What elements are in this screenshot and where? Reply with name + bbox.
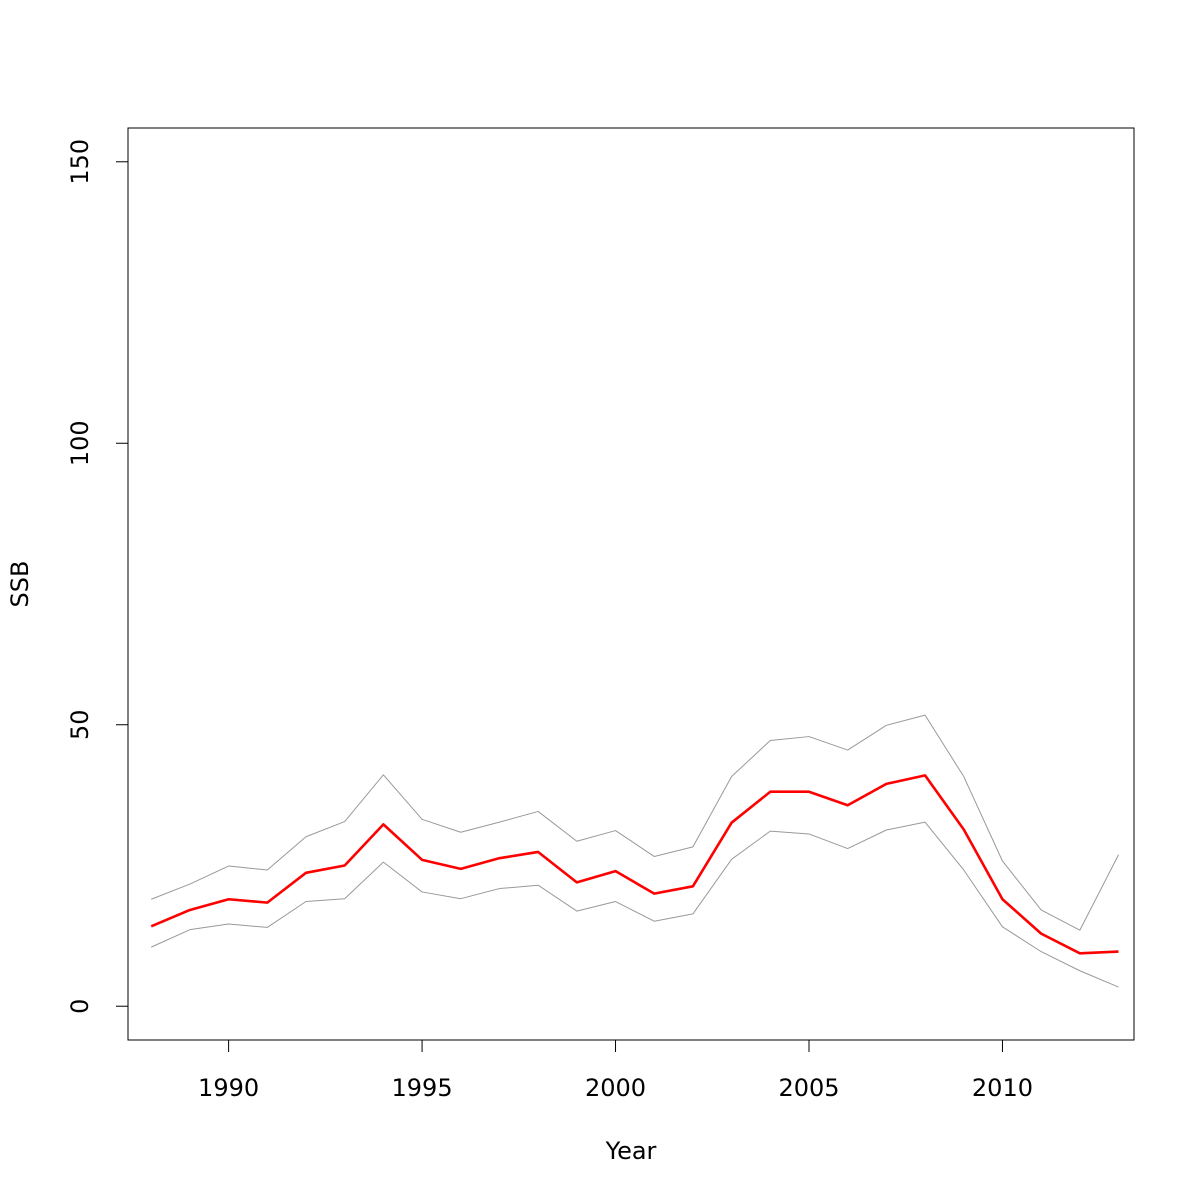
series-line-upper-bound	[151, 714, 1119, 931]
x-tick-label: 2005	[778, 1074, 839, 1102]
series-line-estimate	[150, 774, 1119, 955]
x-tick-label: 1990	[198, 1074, 259, 1102]
y-axis-title: SSB	[6, 561, 34, 608]
y-tick-label: 0	[66, 999, 94, 1014]
series-layer	[150, 714, 1119, 988]
series-line-lower-bound	[151, 821, 1119, 988]
y-tick-label: 50	[66, 709, 94, 740]
x-axis: 1990 1995 2000 2005 2010	[198, 1039, 1033, 1102]
y-axis: 0 50 100 150	[66, 139, 129, 1014]
x-tick-label: 2010	[972, 1074, 1033, 1102]
x-tick-label: 1995	[392, 1074, 453, 1102]
y-tick-label: 150	[66, 139, 94, 185]
x-axis-title: Year	[605, 1137, 657, 1165]
x-tick-label: 2000	[585, 1074, 646, 1102]
y-tick-label: 100	[66, 420, 94, 466]
